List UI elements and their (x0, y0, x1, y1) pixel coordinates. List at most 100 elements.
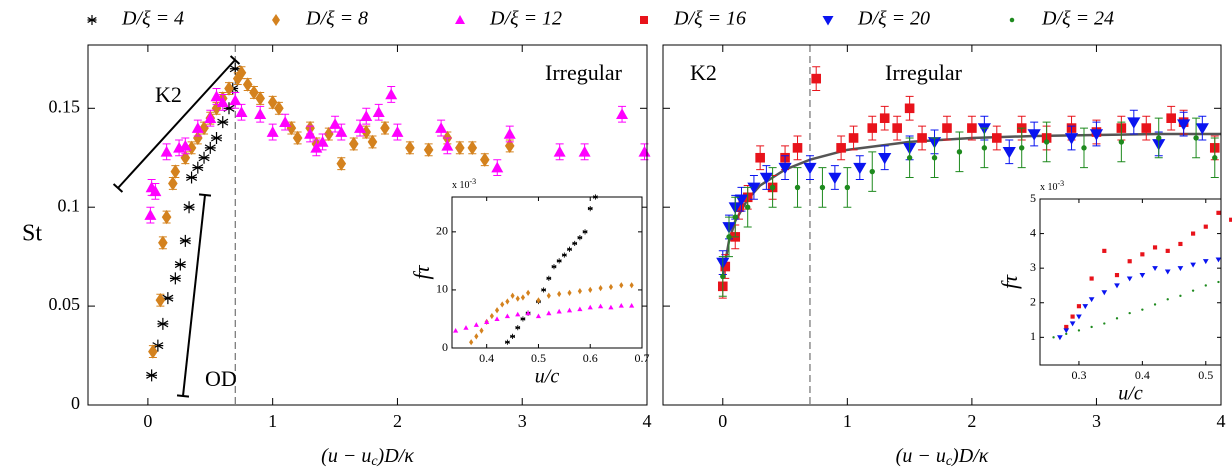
annotation-line (182, 194, 206, 397)
point (162, 292, 174, 305)
point (1043, 139, 1050, 145)
legend-label: D/ξ = 12 (489, 8, 562, 30)
point (336, 156, 347, 171)
point (588, 286, 593, 294)
point (304, 128, 317, 139)
legend-marker (1009, 17, 1015, 23)
point (526, 289, 531, 296)
point (942, 123, 952, 133)
legend-label: D/ξ = 20 (857, 8, 930, 30)
x-axis-label-part: )D/κ (377, 445, 415, 467)
x-axis-label-part: (u − u (321, 445, 371, 467)
point (254, 108, 267, 120)
point (149, 185, 162, 197)
point (1002, 147, 1016, 159)
point (836, 143, 846, 153)
point (567, 289, 572, 296)
point (236, 65, 247, 80)
point (1177, 119, 1191, 131)
point (848, 133, 859, 143)
point (1202, 259, 1209, 265)
point (906, 155, 913, 161)
point (161, 209, 172, 225)
point (348, 136, 359, 152)
point (192, 161, 204, 174)
point (1153, 303, 1157, 306)
x-tick-label: 0.6 (583, 351, 598, 365)
point (255, 91, 265, 106)
point (510, 333, 516, 339)
point (204, 141, 216, 154)
x-axis-label-part: (u − u (896, 445, 946, 467)
point (1069, 321, 1076, 327)
y-tick-label: 4 (1030, 225, 1036, 239)
point (515, 325, 521, 331)
point (491, 161, 504, 173)
point (819, 184, 826, 191)
point (1101, 290, 1108, 296)
point (541, 287, 547, 293)
y-tick-label: 0 (71, 393, 80, 413)
point (1082, 304, 1089, 310)
plot-area (452, 197, 642, 348)
point (769, 184, 776, 191)
point (1103, 322, 1106, 325)
point (155, 292, 166, 308)
x-tick-label: 0 (718, 411, 727, 431)
point (778, 162, 792, 175)
x-tick-label: 1 (843, 411, 852, 431)
point (1166, 113, 1176, 123)
point (467, 140, 478, 156)
x-axis-label: u/c (1118, 383, 1143, 405)
legend-marker (640, 16, 648, 24)
point (520, 294, 526, 301)
y-tick-label: 3 (1030, 260, 1036, 274)
point (211, 131, 223, 144)
legend-label: D/ξ = 24 (1041, 8, 1114, 30)
x-axis-label: u/c (535, 366, 560, 388)
point (216, 96, 229, 108)
point (577, 287, 582, 295)
point (204, 112, 217, 123)
point (803, 162, 817, 175)
point (391, 126, 404, 137)
point (520, 316, 526, 322)
point (1141, 123, 1152, 133)
point (423, 142, 434, 158)
point (759, 172, 773, 185)
x-tick-label: 0.4 (479, 351, 494, 365)
point (144, 209, 157, 220)
point (474, 333, 479, 340)
point (1216, 210, 1221, 215)
point (504, 313, 510, 319)
point (1064, 324, 1069, 330)
point (179, 234, 191, 247)
point (616, 108, 629, 120)
y-tick-label: 0.1 (58, 195, 81, 215)
point (853, 162, 867, 175)
point (479, 327, 484, 334)
point (157, 317, 169, 330)
y-tick-label: 5 (1030, 191, 1036, 205)
x-axis-label-part: )D/κ (951, 445, 989, 467)
x-axis-label: (u − uc)D/κ (321, 445, 414, 470)
point (1052, 336, 1055, 339)
y-multiplier-base: x 10 (1040, 182, 1058, 193)
point (1102, 248, 1107, 253)
point (1152, 245, 1158, 250)
point (210, 90, 223, 102)
annotation-cap (229, 55, 241, 65)
point (587, 206, 593, 212)
plot-frame (1039, 198, 1222, 366)
annotation-cap (112, 183, 124, 193)
point (1076, 304, 1082, 309)
point (1217, 280, 1220, 284)
point (956, 149, 963, 155)
point (1126, 276, 1133, 282)
point (597, 303, 604, 309)
x-tick-label: 4 (643, 411, 652, 431)
point (372, 106, 385, 118)
legend-label: D/ξ = 16 (673, 8, 746, 30)
x-tick-label: 1 (268, 411, 277, 431)
x-tick-label: 3 (518, 411, 527, 431)
